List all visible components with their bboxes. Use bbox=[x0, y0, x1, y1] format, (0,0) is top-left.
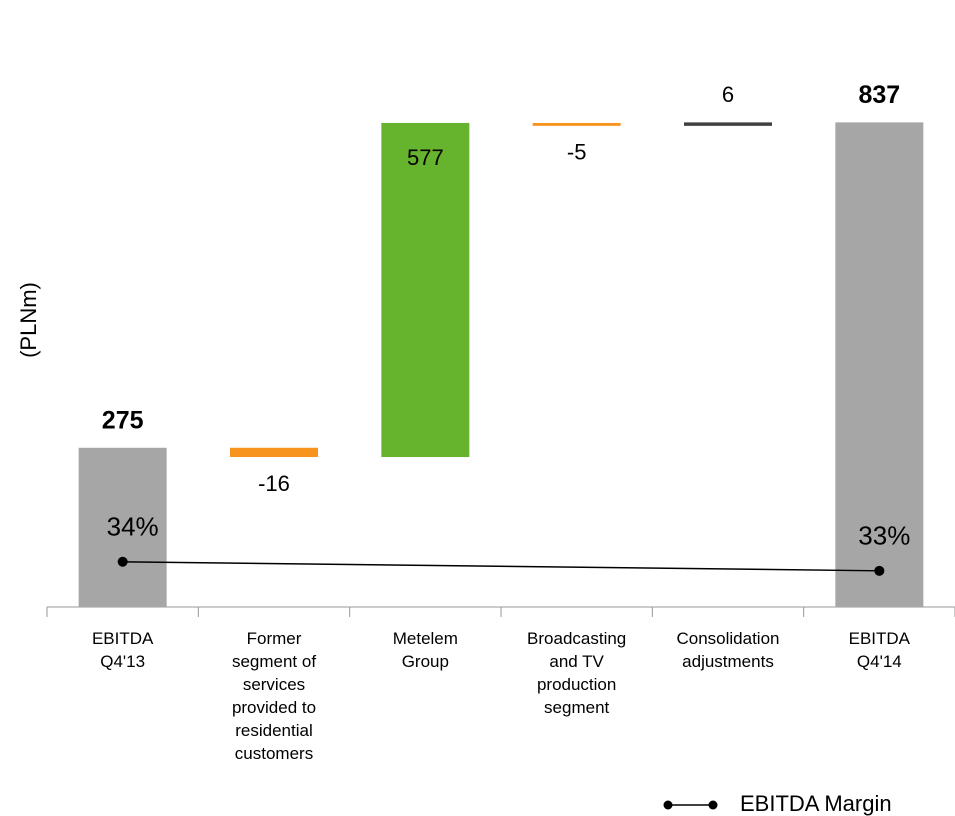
data-label: -16 bbox=[258, 471, 290, 496]
data-label: 577 bbox=[407, 145, 444, 170]
bar bbox=[684, 122, 772, 126]
legend-marker bbox=[708, 800, 718, 810]
x-tick-label: Metelem Group bbox=[392, 629, 458, 671]
bar bbox=[230, 447, 318, 458]
x-tick-label: EBITDA Q4'14 bbox=[848, 629, 911, 671]
x-tick-label: EBITDA Q4'13 bbox=[91, 629, 154, 671]
data-label: 275 bbox=[102, 406, 144, 434]
data-label: 6 bbox=[722, 82, 734, 107]
bar bbox=[835, 122, 924, 607]
legend-marker bbox=[663, 800, 673, 810]
margin-label: 33% bbox=[858, 521, 910, 551]
x-tick-label: Consolidation adjustments bbox=[676, 629, 780, 671]
bar bbox=[381, 122, 470, 458]
margin-point bbox=[117, 556, 128, 567]
margin-label: 34% bbox=[107, 512, 159, 542]
x-tick-label: Former segment of services provided to r… bbox=[231, 629, 317, 763]
bar bbox=[532, 122, 621, 126]
legend-label: EBITDA Margin bbox=[740, 791, 892, 816]
margin-point bbox=[874, 565, 885, 576]
x-tick-label: Broadcasting and TV production segment bbox=[527, 629, 627, 717]
bar bbox=[78, 447, 167, 607]
margin-line bbox=[122, 561, 880, 572]
data-label: 837 bbox=[858, 81, 900, 109]
y-axis-label: (PLNm) bbox=[16, 282, 41, 358]
data-label: -5 bbox=[567, 140, 587, 165]
